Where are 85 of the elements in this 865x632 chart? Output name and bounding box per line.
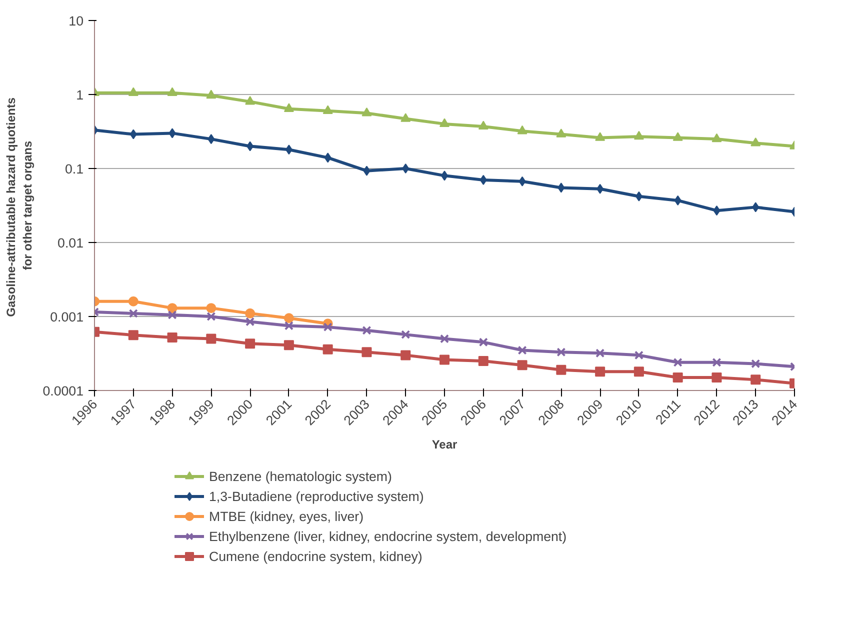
point	[752, 202, 760, 212]
point	[128, 296, 138, 306]
y-tick-label: 0.1	[64, 162, 84, 176]
point	[672, 132, 683, 141]
point	[712, 358, 722, 367]
point	[401, 330, 410, 340]
point	[750, 137, 761, 146]
legend-label: MTBE (kidney, eyes, liver)	[209, 508, 364, 524]
point	[128, 87, 138, 96]
point	[673, 358, 682, 367]
point	[284, 313, 294, 324]
point	[712, 372, 722, 382]
legend-label: 1,3-Butadiene (reproductive system)	[209, 488, 424, 504]
point	[246, 317, 255, 326]
y-tick-label: 10	[68, 14, 84, 28]
point	[478, 120, 488, 130]
point	[596, 348, 605, 358]
point	[284, 340, 294, 350]
legend-label: Cumene (endocrine system, kidney)	[209, 548, 422, 564]
point	[750, 374, 761, 385]
point	[130, 129, 137, 140]
point	[324, 152, 332, 163]
point	[518, 176, 526, 186]
point	[596, 184, 604, 194]
point	[206, 312, 216, 322]
point	[558, 182, 565, 193]
point	[128, 330, 138, 340]
point	[246, 141, 254, 152]
y-tick-label: 0.0001	[42, 384, 84, 398]
point	[595, 132, 606, 141]
point	[167, 87, 178, 96]
point	[440, 334, 450, 344]
point	[480, 174, 487, 185]
point	[245, 96, 256, 105]
y-tick-label: 1	[76, 88, 84, 102]
point	[517, 360, 528, 370]
point	[556, 364, 566, 375]
point	[751, 359, 760, 368]
y-tick-label: 0.01	[58, 236, 84, 250]
point	[440, 118, 450, 128]
legend-label: Ethylbenzene (liver, kidney, endocrine system, development)	[209, 528, 567, 544]
point	[363, 166, 370, 176]
point	[168, 128, 176, 138]
point	[634, 350, 644, 360]
point	[402, 164, 410, 174]
point	[556, 128, 566, 138]
point	[400, 113, 411, 122]
point	[362, 326, 372, 335]
point	[478, 356, 488, 366]
point	[322, 105, 333, 114]
y-axis-title: Gasoline-attributable hazard quotients for other target organs	[4, 97, 35, 317]
x-axis-title: Year	[432, 438, 458, 452]
point	[245, 308, 256, 318]
point	[635, 191, 642, 202]
point	[128, 308, 138, 318]
point	[206, 303, 216, 314]
point	[323, 322, 332, 332]
point	[362, 347, 372, 358]
point	[712, 133, 722, 142]
point	[208, 134, 215, 144]
point	[634, 366, 644, 377]
point	[517, 125, 528, 134]
point	[206, 334, 216, 344]
point	[674, 195, 682, 206]
point	[284, 103, 294, 112]
point	[518, 346, 527, 355]
point	[713, 206, 720, 216]
point	[168, 310, 177, 320]
point	[167, 303, 178, 314]
point	[672, 372, 683, 382]
y-tick-label: 0.001	[50, 310, 84, 324]
point	[167, 332, 178, 343]
point	[245, 338, 256, 349]
point	[400, 350, 411, 360]
point	[556, 348, 566, 357]
point	[440, 354, 450, 365]
point	[284, 321, 294, 330]
point	[634, 130, 644, 140]
legend-label: Benzene (hematologic system)	[209, 468, 392, 484]
point	[206, 90, 216, 99]
point	[285, 144, 292, 155]
point	[322, 344, 333, 354]
point	[362, 107, 372, 116]
point	[478, 338, 488, 347]
point	[595, 366, 606, 377]
